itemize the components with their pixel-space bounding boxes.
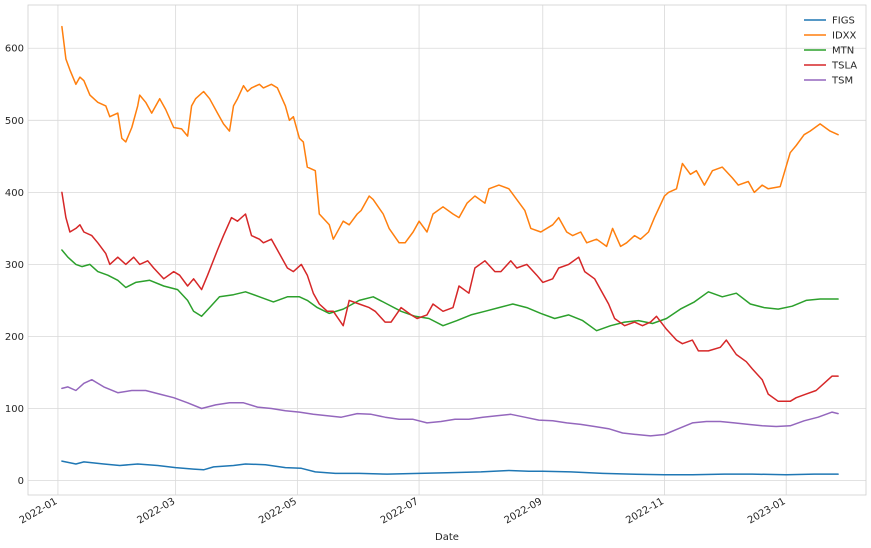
- series-lines: [61, 25, 839, 476]
- y-tick-label: 600: [5, 44, 24, 55]
- series-line-idxx: [61, 25, 839, 248]
- y-axis-ticks: 0 100 200 300 400 500 600: [5, 44, 24, 487]
- series-line-figs: [61, 460, 839, 476]
- x-tick-label: 2022-09: [503, 496, 545, 526]
- y-tick-label: 300: [5, 260, 24, 271]
- x-tick-label: 2022-07: [379, 496, 421, 526]
- y-tick-label: 200: [5, 332, 24, 343]
- x-tick-label: 2022-01: [18, 496, 60, 526]
- x-tick-label: 2023-01: [746, 496, 788, 526]
- legend-label-tsm: TSM: [831, 76, 853, 87]
- y-tick-label: 100: [5, 404, 24, 415]
- y-tick-label: 0: [18, 476, 24, 487]
- y-tick-label: 400: [5, 188, 24, 199]
- x-axis-label: Date: [435, 532, 459, 543]
- legend-label-idxx: IDXX: [832, 31, 857, 42]
- x-axis-ticks: 2022-01 2022-03 2022-05 2022-07 2022-09 2022-…: [18, 496, 788, 526]
- series-line-mtn: [61, 249, 839, 332]
- series-line-tsla: [61, 191, 839, 403]
- grid: [28, 5, 866, 495]
- y-tick-label: 500: [5, 116, 24, 127]
- legend: FIGS IDXX MTN TSLA TSM: [804, 16, 857, 87]
- legend-label-mtn: MTN: [832, 46, 854, 57]
- plot-frame: [27, 4, 867, 496]
- x-tick-label: 2022-03: [135, 496, 177, 526]
- series-line-tsm: [61, 378, 839, 437]
- x-tick-label: 2022-05: [257, 496, 299, 526]
- legend-label-figs: FIGS: [832, 16, 855, 27]
- legend-label-tsla: TSLA: [831, 61, 857, 72]
- x-tick-label: 2022-11: [624, 496, 666, 526]
